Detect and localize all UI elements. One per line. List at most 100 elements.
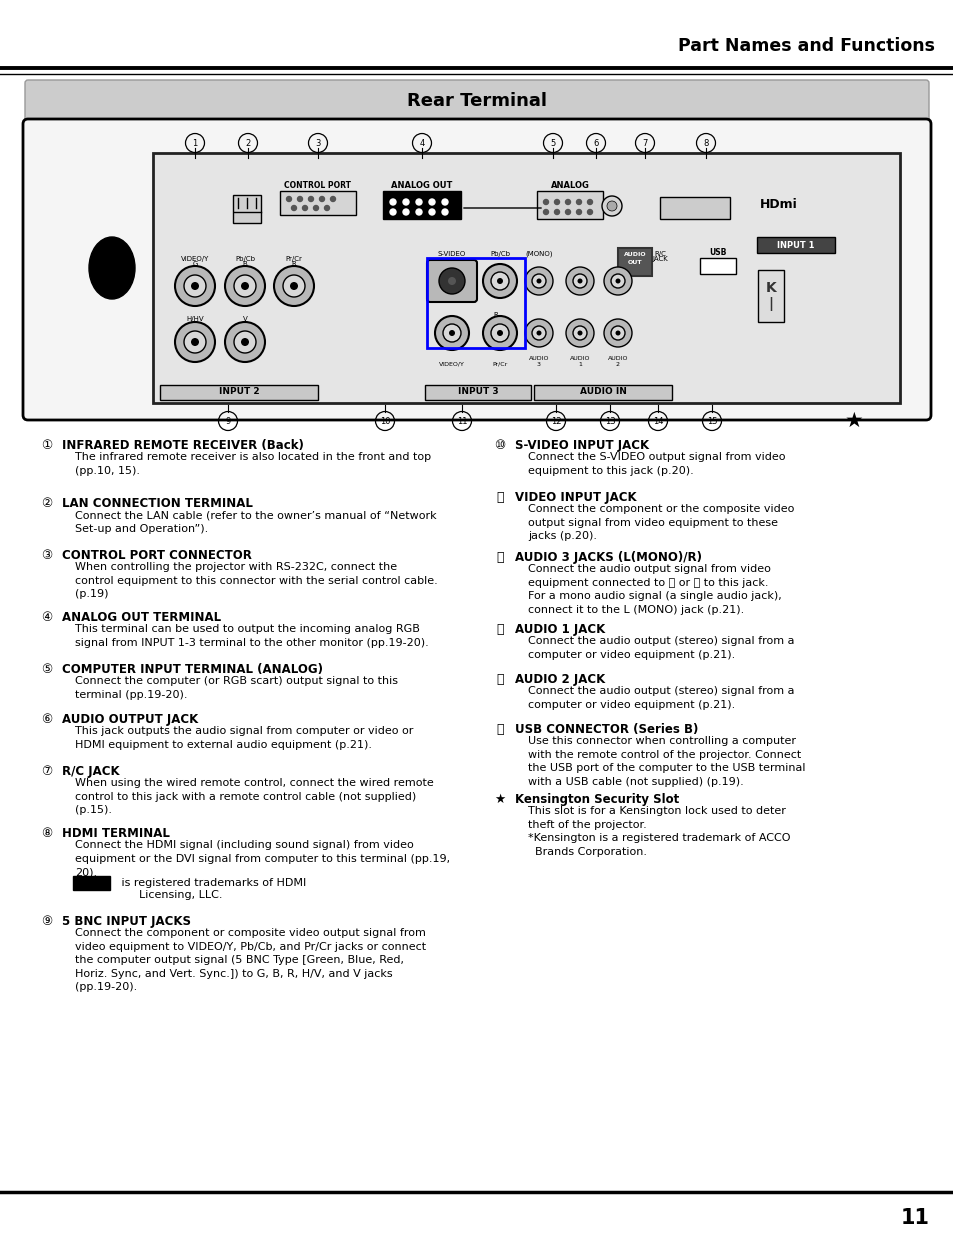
Text: ⑬: ⑬ xyxy=(496,622,503,636)
Circle shape xyxy=(402,209,409,215)
Text: VIDEO INPUT JACK: VIDEO INPUT JACK xyxy=(515,492,636,504)
Circle shape xyxy=(603,267,631,295)
Circle shape xyxy=(442,324,460,342)
Circle shape xyxy=(491,324,509,342)
Text: AUDIO
2: AUDIO 2 xyxy=(607,356,628,367)
Text: 15: 15 xyxy=(706,416,717,426)
Circle shape xyxy=(438,268,464,294)
Circle shape xyxy=(497,278,502,284)
Circle shape xyxy=(524,267,553,295)
Circle shape xyxy=(297,196,302,201)
Text: ①: ① xyxy=(41,438,52,452)
Text: Connect the LAN cable (refer to the owner’s manual of “Network
Set-up and Operat: Connect the LAN cable (refer to the owne… xyxy=(75,510,436,534)
Ellipse shape xyxy=(89,237,135,299)
Text: R/C JACK: R/C JACK xyxy=(62,764,119,778)
Text: Rear Terminal: Rear Terminal xyxy=(407,91,546,110)
Text: R: R xyxy=(493,312,497,317)
Circle shape xyxy=(390,199,395,205)
Bar xyxy=(537,191,602,219)
Text: 11: 11 xyxy=(900,1208,929,1228)
Text: 12: 12 xyxy=(550,416,560,426)
Text: 7: 7 xyxy=(641,138,647,147)
Text: 9: 9 xyxy=(225,416,231,426)
Circle shape xyxy=(573,326,586,340)
Text: 3: 3 xyxy=(315,138,320,147)
Text: VIDEO/Y: VIDEO/Y xyxy=(181,256,209,262)
Text: ⑦: ⑦ xyxy=(41,764,52,778)
Text: ★: ★ xyxy=(843,411,862,431)
Circle shape xyxy=(543,200,548,205)
Circle shape xyxy=(319,196,324,201)
Circle shape xyxy=(524,319,553,347)
Circle shape xyxy=(184,275,206,296)
Circle shape xyxy=(429,199,435,205)
Circle shape xyxy=(441,209,448,215)
Text: USB CONNECTOR (Series B): USB CONNECTOR (Series B) xyxy=(515,722,698,736)
Text: 4: 4 xyxy=(419,138,424,147)
Text: Connect the computer (or RGB scart) output signal to this
terminal (pp.19-20).: Connect the computer (or RGB scart) outp… xyxy=(75,676,397,699)
Circle shape xyxy=(587,210,592,215)
Text: AUDIO 1 JACK: AUDIO 1 JACK xyxy=(515,622,604,636)
Circle shape xyxy=(587,200,592,205)
Circle shape xyxy=(435,316,469,350)
Circle shape xyxy=(606,201,617,211)
Circle shape xyxy=(615,331,619,336)
Text: 13: 13 xyxy=(604,416,615,426)
Circle shape xyxy=(576,210,581,215)
Circle shape xyxy=(615,279,619,284)
Text: Pb/Cb: Pb/Cb xyxy=(490,251,510,257)
Circle shape xyxy=(601,196,621,216)
Text: Use this connector when controlling a computer
with the remote control of the pr: Use this connector when controlling a co… xyxy=(527,736,804,787)
Text: ②: ② xyxy=(41,496,52,510)
Circle shape xyxy=(577,331,582,336)
Text: INPUT 3: INPUT 3 xyxy=(457,388,497,396)
Circle shape xyxy=(324,205,329,210)
Text: Connect the audio output (stereo) signal from a
computer or video equipment (p.2: Connect the audio output (stereo) signal… xyxy=(527,685,794,710)
Text: B: B xyxy=(242,261,247,267)
Text: Connect the S-VIDEO output signal from video
equipment to this jack (p.20).: Connect the S-VIDEO output signal from v… xyxy=(527,452,784,475)
Text: K
|: K | xyxy=(765,280,776,311)
Circle shape xyxy=(543,210,548,215)
Text: Connect the component or the composite video
output signal from video equipment : Connect the component or the composite v… xyxy=(527,504,794,541)
Bar xyxy=(659,198,729,219)
Text: USB: USB xyxy=(709,248,726,257)
Bar xyxy=(233,195,261,224)
Circle shape xyxy=(241,338,249,346)
Text: Kensington Security Slot: Kensington Security Slot xyxy=(515,793,679,806)
Text: Connect the HDMI signal (including sound signal) from video
equipment or the DVI: Connect the HDMI signal (including sound… xyxy=(75,840,450,877)
Text: 2: 2 xyxy=(245,138,251,147)
Text: INFRARED REMOTE RECEIVER (Back): INFRARED REMOTE RECEIVER (Back) xyxy=(62,438,304,452)
Circle shape xyxy=(233,275,255,296)
Bar xyxy=(534,385,671,400)
Circle shape xyxy=(191,282,199,290)
Bar xyxy=(618,248,651,275)
Text: Pr/Cr: Pr/Cr xyxy=(285,256,302,262)
Bar xyxy=(700,258,735,274)
Text: COMPUTER INPUT TERMINAL (ANALOG): COMPUTER INPUT TERMINAL (ANALOG) xyxy=(62,663,323,676)
Circle shape xyxy=(482,264,517,298)
Circle shape xyxy=(390,209,395,215)
Text: R: R xyxy=(292,261,296,267)
Circle shape xyxy=(448,277,456,285)
Text: The infrared remote receiver is also located in the front and top
(pp.10, 15).: The infrared remote receiver is also loc… xyxy=(75,452,431,475)
Text: 1: 1 xyxy=(193,138,197,147)
Circle shape xyxy=(565,267,594,295)
Circle shape xyxy=(565,319,594,347)
Text: When controlling the projector with RS-232C, connect the
control equipment to th: When controlling the projector with RS-2… xyxy=(75,562,437,599)
Circle shape xyxy=(482,316,517,350)
Circle shape xyxy=(497,330,502,336)
Text: This slot is for a Kensington lock used to deter
theft of the projector.
*Kensin: This slot is for a Kensington lock used … xyxy=(527,806,790,857)
Text: CONTROL PORT: CONTROL PORT xyxy=(284,182,351,190)
Bar xyxy=(382,191,460,219)
Text: This jack outputs the audio signal from computer or video or
HDMI equipment to e: This jack outputs the audio signal from … xyxy=(75,726,413,750)
Text: Part Names and Functions: Part Names and Functions xyxy=(678,37,934,56)
Text: Connect the audio output (stereo) signal from a
computer or video equipment (p.2: Connect the audio output (stereo) signal… xyxy=(527,636,794,659)
Text: INPUT 2: INPUT 2 xyxy=(218,388,259,396)
Bar xyxy=(160,385,317,400)
Text: is registered trademarks of HDMI: is registered trademarks of HDMI xyxy=(118,878,306,888)
Text: HDMI TERMINAL: HDMI TERMINAL xyxy=(62,827,170,840)
Text: Pb/Cb: Pb/Cb xyxy=(234,256,254,262)
Text: ⑤: ⑤ xyxy=(41,663,52,676)
Text: S-VIDEO: S-VIDEO xyxy=(437,251,466,257)
Circle shape xyxy=(308,196,314,201)
